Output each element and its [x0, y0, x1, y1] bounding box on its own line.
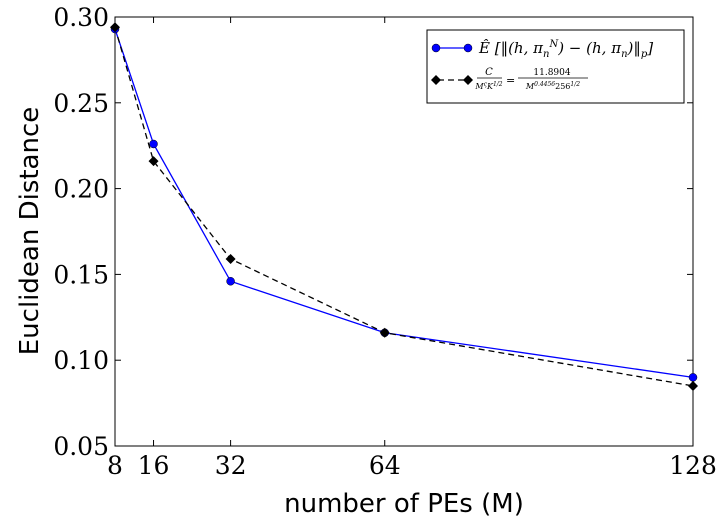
legend-marker-series-2: [431, 75, 441, 85]
legend-label-series-1: Ê [‖(h, πnN) − (h, πn)‖p]: [478, 39, 653, 60]
legend-marker-series-2b: [463, 75, 473, 85]
series-1-point: [149, 139, 158, 149]
x-tick-label: 128: [669, 451, 717, 480]
series-1-point: [226, 277, 235, 286]
x-axis-label: number of PEs (M): [284, 489, 524, 519]
x-tick-label: 16: [138, 451, 170, 480]
svg-text:M0.44562561/2: M0.44562561/2: [525, 81, 580, 91]
y-axis-label: Euclidean Distance: [15, 107, 45, 356]
legend: Ê [‖(h, πnN) − (h, πn)‖p] C MςK1/2 = 11.…: [426, 29, 685, 104]
legend-marker-series-1b: [463, 43, 473, 53]
series-2-point: [225, 253, 236, 264]
series-2-point: [379, 327, 390, 338]
x-axis-ticks: 8 16 32 64 128: [107, 17, 717, 480]
legend-box: [426, 29, 685, 104]
legend-label-series-2: C MςK1/2 = 11.8904 M0.44562561/2: [474, 67, 588, 91]
svg-text:MςK1/2: MςK1/2: [474, 81, 502, 91]
x-tick-label: 32: [215, 451, 247, 480]
series-2-point: [110, 22, 120, 33]
y-tick-label: 0.20: [53, 175, 109, 204]
y-tick-label: 0.25: [53, 89, 109, 118]
y-tick-label: 0.10: [53, 346, 109, 375]
y-tick-label: 0.05: [53, 432, 109, 461]
y-tick-label: 0.15: [53, 260, 109, 289]
svg-text:=: =: [506, 74, 515, 87]
svg-text:11.8904: 11.8904: [533, 68, 570, 78]
series-2-point: [148, 156, 159, 167]
x-tick-label: 8: [107, 451, 123, 480]
legend-marker-series-1: [431, 43, 441, 53]
svg-text:C: C: [485, 67, 493, 78]
x-tick-label: 64: [369, 451, 401, 480]
y-axis-ticks: 0.05 0.10 0.15 0.20 0.25 0.30: [53, 3, 693, 461]
y-tick-label: 0.30: [53, 3, 109, 32]
series-2-point: [688, 380, 698, 391]
series-1-point: [688, 373, 698, 382]
series-layer: [110, 22, 698, 391]
